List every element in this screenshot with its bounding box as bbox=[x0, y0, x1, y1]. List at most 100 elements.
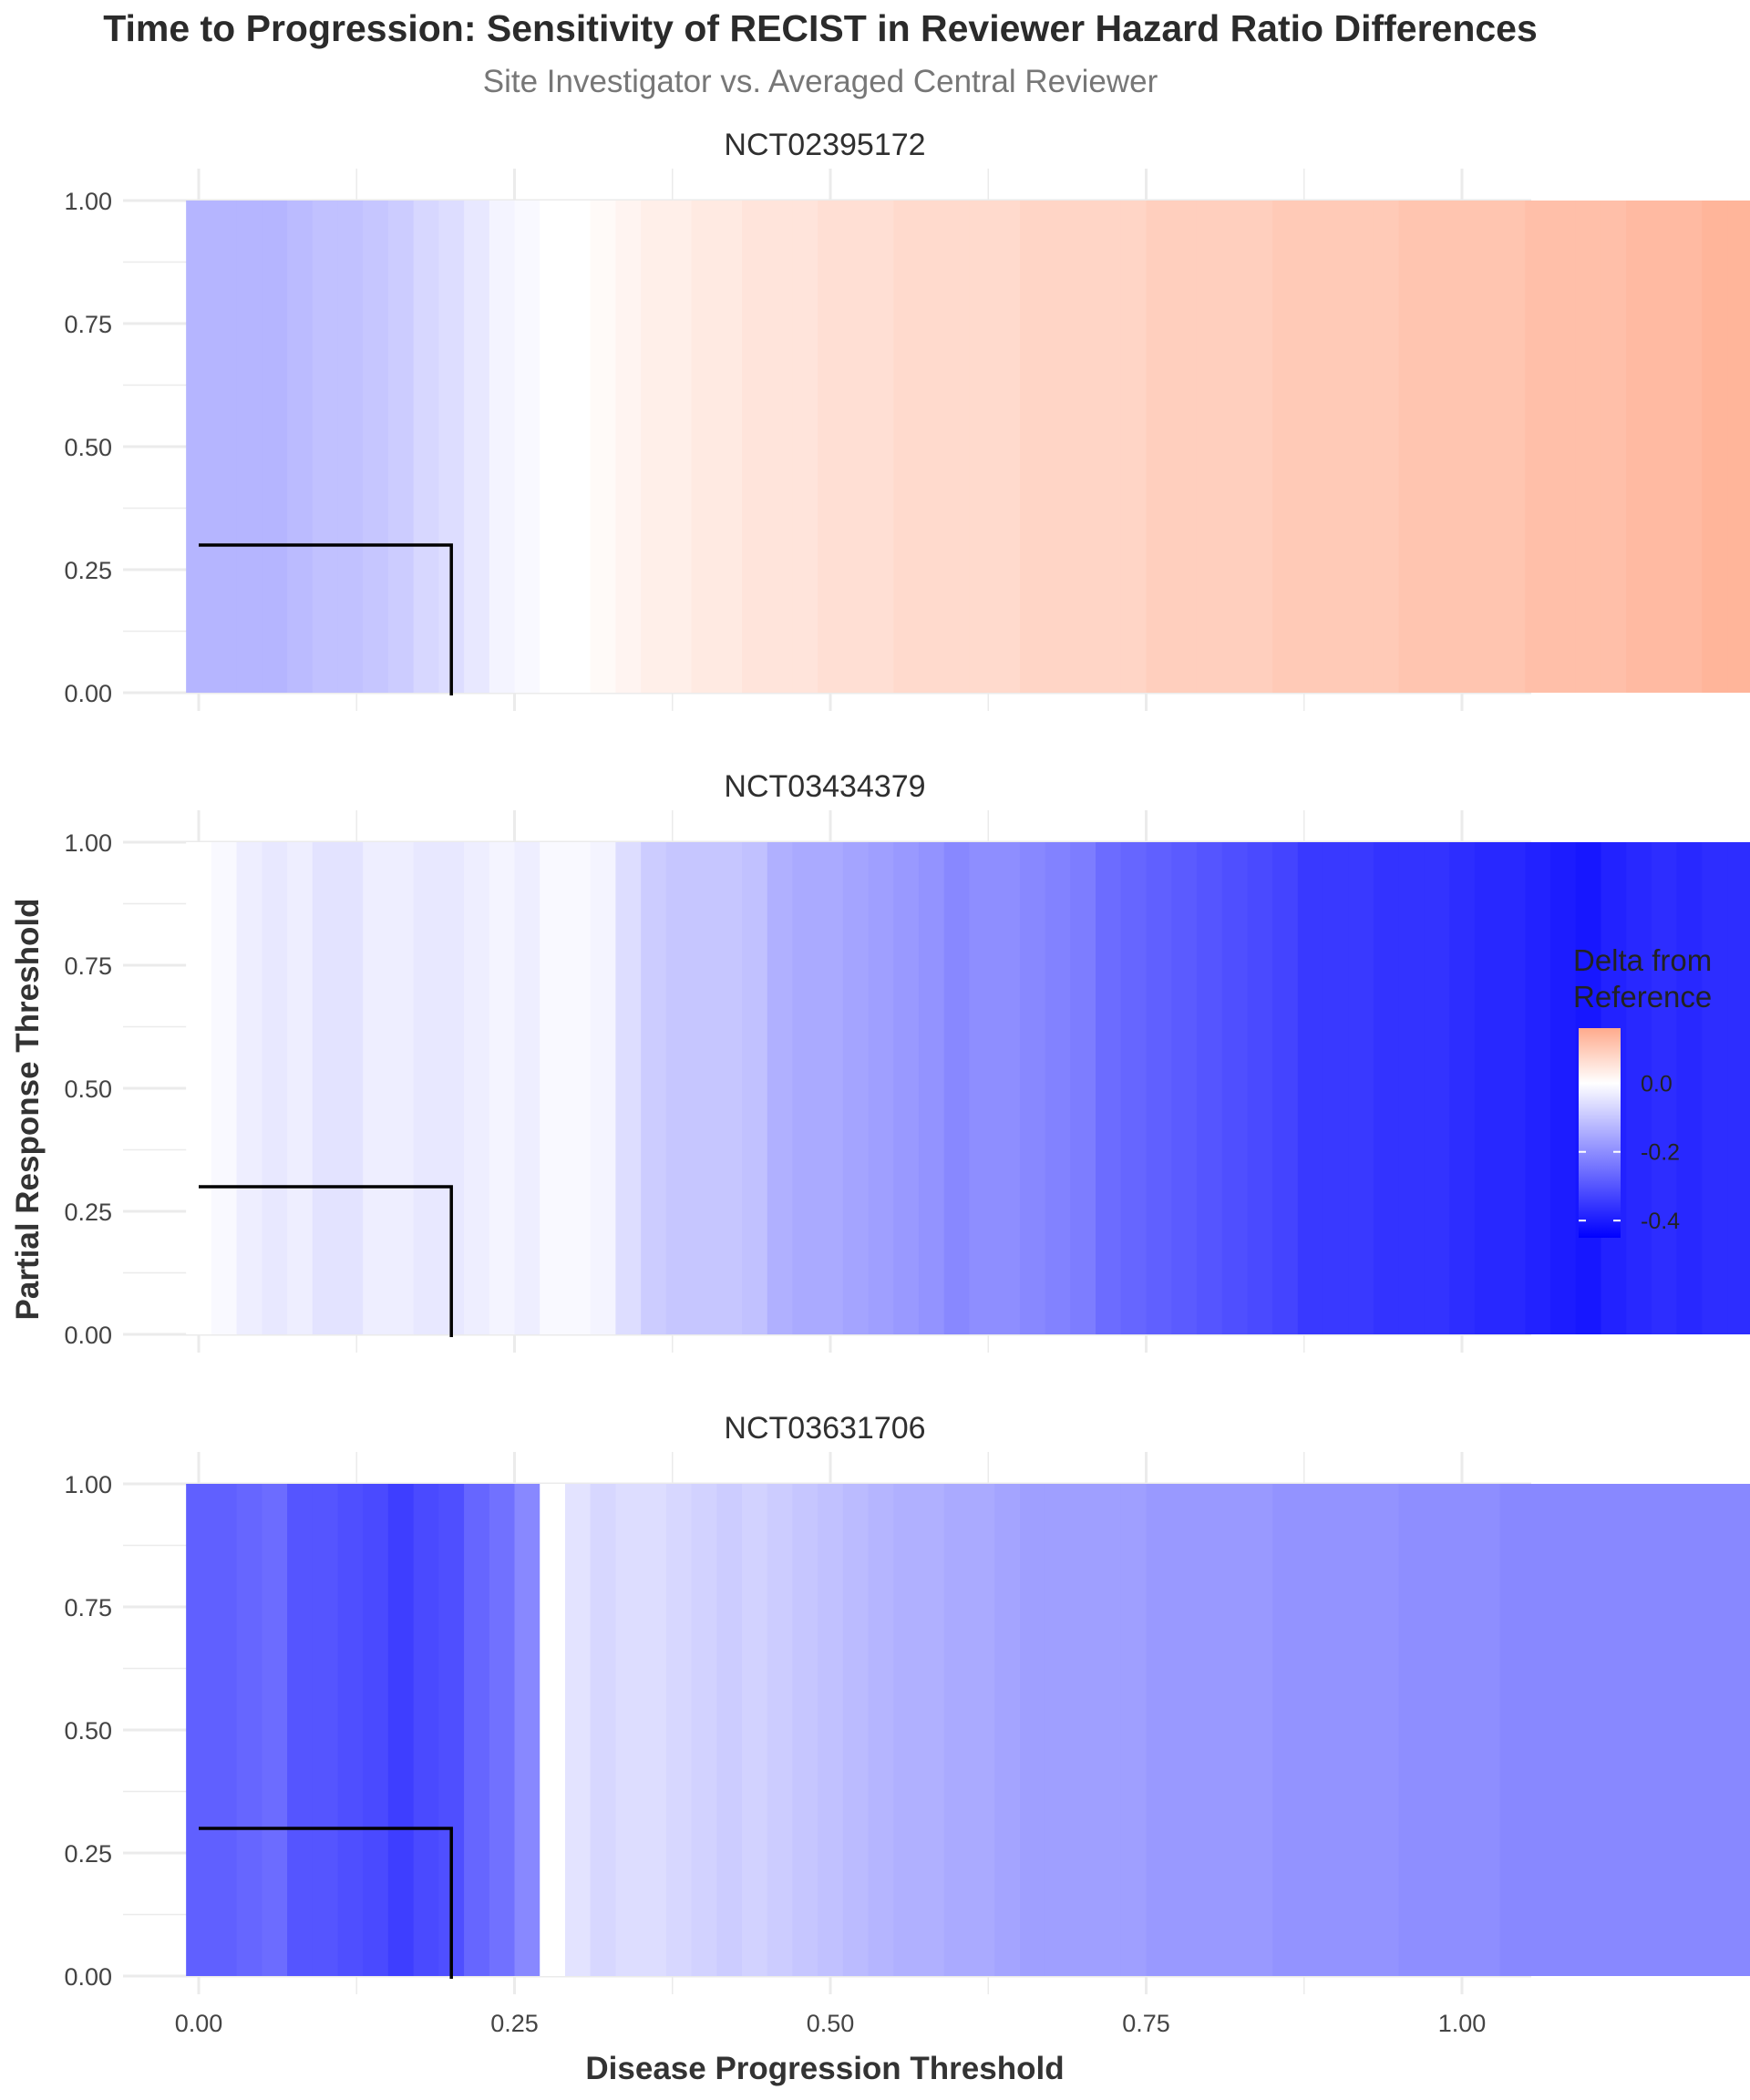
heatmap-tile bbox=[312, 842, 339, 1334]
facet-panels: NCT023951720.000.250.500.751.00NCT034343… bbox=[64, 128, 1750, 2037]
heatmap-tile bbox=[1550, 201, 1577, 693]
heatmap-tile bbox=[1626, 842, 1652, 1334]
heatmap-tile bbox=[236, 842, 262, 1334]
heatmap-tile bbox=[1525, 842, 1551, 1334]
heatmap-tile bbox=[842, 842, 870, 1334]
legend-color-bar bbox=[1579, 1028, 1621, 1238]
facet-panel: NCT03631706 0.00 0.25 0.50 0.75 1.00 bbox=[64, 1411, 1750, 1994]
reference-region-outline bbox=[199, 1827, 453, 1979]
heatmap-tile bbox=[919, 842, 945, 1334]
heatmap-tile bbox=[716, 201, 743, 693]
heatmap-tile bbox=[994, 201, 1021, 693]
heatmap-tile bbox=[868, 1484, 894, 1976]
x-tick-label: 0.50 bbox=[807, 2010, 855, 2037]
heatmap-tile bbox=[1474, 1484, 1501, 1976]
heatmap-tile bbox=[1196, 1484, 1223, 1976]
facet-panel: NCT03434379 0.00 0.25 0.50 0.75 1.00 bbox=[64, 769, 1750, 1353]
heatmap-tile bbox=[1373, 842, 1400, 1334]
heatmap-tile bbox=[1323, 201, 1349, 693]
heatmap-tile bbox=[994, 1484, 1021, 1976]
heatmap-tile bbox=[767, 201, 794, 693]
heatmap-tile bbox=[590, 1484, 616, 1976]
heatmap-tile bbox=[363, 1484, 389, 1976]
heatmap-tile bbox=[792, 201, 818, 693]
heatmap-tile bbox=[1449, 842, 1476, 1334]
heatmap-tile bbox=[1727, 842, 1750, 1334]
x-tick-label: 0.25 bbox=[490, 2010, 539, 2037]
heatmap-tile bbox=[236, 1484, 262, 1976]
heatmap-tile bbox=[792, 1484, 818, 1976]
heatmap-tile bbox=[1120, 201, 1148, 693]
heatmap-tile bbox=[1449, 201, 1476, 693]
heatmap-tile bbox=[514, 201, 540, 693]
heatmap-tile bbox=[1272, 1484, 1299, 1976]
heatmap-tile bbox=[387, 842, 415, 1334]
heatmap-tile bbox=[564, 1484, 592, 1976]
y-tick-label: 0.00 bbox=[64, 1963, 112, 1991]
legend-title-line2: Reference bbox=[1573, 980, 1712, 1014]
legend-tick-label: -0.4 bbox=[1641, 1209, 1680, 1234]
heatmap-tile bbox=[590, 201, 616, 693]
heatmap-tile bbox=[615, 842, 642, 1334]
heatmap-tile bbox=[1398, 842, 1426, 1334]
heatmap-tile bbox=[464, 201, 490, 693]
heatmap-tile bbox=[1474, 842, 1501, 1334]
y-tick-label: 0.50 bbox=[64, 1076, 112, 1103]
heatmap-tile bbox=[1146, 201, 1172, 693]
y-tick-label: 0.75 bbox=[64, 1594, 112, 1621]
heatmap-tile bbox=[1474, 201, 1501, 693]
heatmap-tile bbox=[868, 201, 894, 693]
y-axis-title: Partial Response Threshold bbox=[10, 899, 46, 1321]
heatmap-tile bbox=[514, 1484, 540, 1976]
heatmap-tile bbox=[211, 1484, 238, 1976]
legend-title-line1: Delta from bbox=[1573, 943, 1712, 977]
y-tick-label: 0.00 bbox=[64, 1322, 112, 1349]
heatmap-tile bbox=[893, 201, 920, 693]
heatmap-tile bbox=[1070, 1484, 1096, 1976]
heatmap-tile bbox=[893, 842, 920, 1334]
heatmap-tile bbox=[211, 201, 238, 693]
legend-tick-label: -0.2 bbox=[1641, 1140, 1680, 1166]
heatmap-tile bbox=[540, 842, 566, 1334]
heatmap-tile bbox=[1196, 201, 1223, 693]
heatmap-tile bbox=[489, 1484, 516, 1976]
heatmap-tile bbox=[665, 842, 693, 1334]
heatmap-tile bbox=[842, 1484, 870, 1976]
x-tick-label: 0.00 bbox=[175, 2010, 223, 2037]
heatmap-tile bbox=[1297, 1484, 1324, 1976]
heatmap-tile bbox=[1424, 1484, 1450, 1976]
heatmap-tile bbox=[1171, 842, 1198, 1334]
heatmap-tile bbox=[1499, 842, 1526, 1334]
heatmap-tile bbox=[691, 201, 717, 693]
heatmap-tile bbox=[413, 842, 439, 1334]
heatmap-tile bbox=[1323, 842, 1349, 1334]
heatmap-tile bbox=[312, 1484, 339, 1976]
facet-title: NCT03434379 bbox=[724, 769, 925, 804]
heatmap-tile bbox=[969, 201, 995, 693]
heatmap-tile bbox=[387, 1484, 415, 1976]
heatmap-tile bbox=[792, 842, 818, 1334]
heatmap-tile bbox=[1045, 842, 1071, 1334]
heatmap-tile bbox=[868, 842, 894, 1334]
heatmap-tile bbox=[1297, 842, 1324, 1334]
heatmap-tile bbox=[1499, 1484, 1526, 1976]
y-tick-label: 0.50 bbox=[64, 1717, 112, 1745]
heatmap-tile bbox=[236, 201, 262, 693]
heatmap-tile bbox=[1247, 842, 1273, 1334]
heatmap-tile bbox=[1651, 842, 1678, 1334]
heatmap-tile bbox=[287, 201, 314, 693]
heatmap-tile bbox=[1247, 201, 1273, 693]
heatmap-tile bbox=[489, 201, 516, 693]
heatmap-tile bbox=[1626, 201, 1652, 693]
chart-subtitle: Site Investigator vs. Averaged Central R… bbox=[482, 64, 1158, 99]
heatmap-tile bbox=[1626, 1484, 1652, 1976]
legend-tick-label: 0.0 bbox=[1641, 1071, 1673, 1096]
heatmap-tile bbox=[413, 201, 439, 693]
y-tick-label: 0.00 bbox=[64, 680, 112, 707]
heatmap-tile bbox=[1651, 1484, 1678, 1976]
heatmap-tile bbox=[514, 842, 540, 1334]
heatmap-tile bbox=[943, 842, 971, 1334]
heatmap-tile bbox=[767, 1484, 794, 1976]
heatmap-tile bbox=[1019, 201, 1046, 693]
heatmap-tile bbox=[641, 842, 667, 1334]
